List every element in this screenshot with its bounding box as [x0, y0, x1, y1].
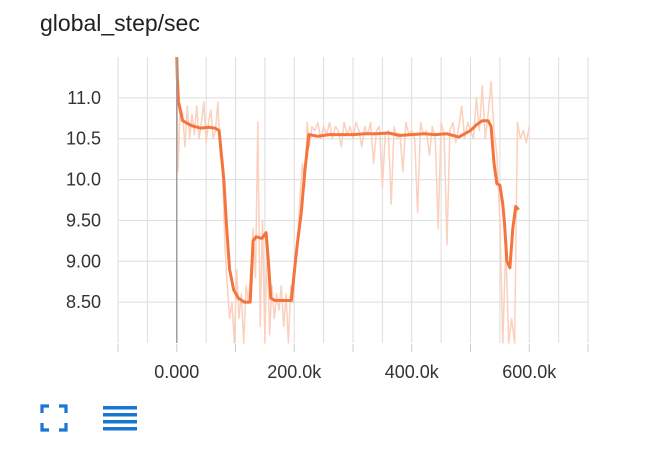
smoothed-series-line: [175, 56, 520, 304]
smoothed-series: [175, 56, 520, 304]
y-tick-label: 9.00: [66, 251, 101, 271]
chart-title: global_step/sec: [40, 10, 200, 36]
data-table-button[interactable]: [102, 404, 142, 444]
x-tick-label: 600.0k: [502, 362, 557, 382]
grid: [117, 57, 589, 343]
fullscreen-icon: [40, 404, 68, 432]
y-tick-label: 10.0: [66, 170, 101, 190]
data-table-icon: [103, 406, 137, 431]
y-tick-label: 8.50: [66, 292, 101, 312]
y-tick-label: 11.0: [67, 88, 101, 108]
x-tick-label: 200.0k: [267, 362, 322, 382]
fullscreen-button[interactable]: [40, 404, 80, 444]
y-tick-label: 10.5: [66, 129, 101, 149]
axes: 8.50 9.00 9.50 10.0 10.5 11.0 0.000 200.0k 400.0…: [66, 57, 589, 382]
x-tick-label: 400.0k: [385, 362, 440, 382]
x-tick-label: 0.000: [154, 362, 199, 382]
raw-series-line: [176, 56, 531, 344]
y-tick-label: 9.50: [66, 210, 101, 230]
raw-series: [176, 56, 531, 344]
line-chart[interactable]: 8.50 9.00 9.50 10.0 10.5 11.0 0.000 200.0k 400.0…: [0, 0, 663, 400]
